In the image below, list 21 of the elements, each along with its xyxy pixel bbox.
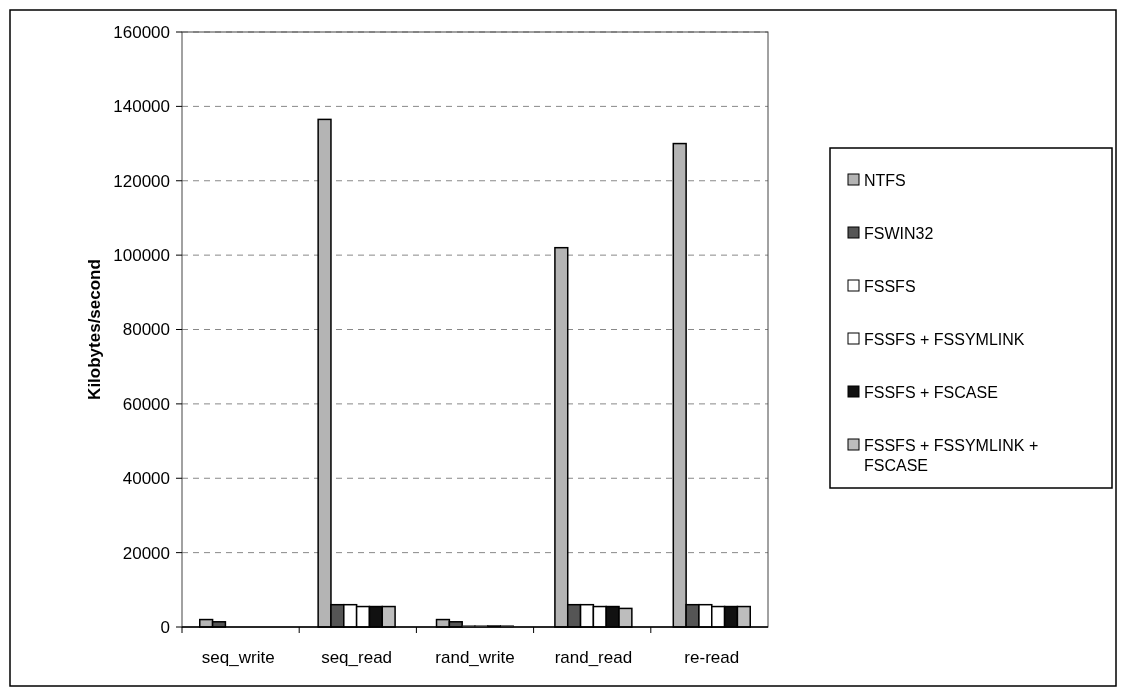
x-tick-label: rand_read <box>554 648 633 667</box>
y-tick-label: 20000 <box>122 543 170 563</box>
x-tick-label: seq_read <box>321 648 393 667</box>
x-tick-label: seq_write <box>201 648 275 667</box>
y-tick-label: 40000 <box>122 469 170 489</box>
legend-label: NTFS <box>864 171 906 189</box>
y-tick-label: 100000 <box>113 246 170 266</box>
y-tick-label: 80000 <box>122 320 170 340</box>
y-tick-label: 160000 <box>113 22 170 42</box>
legend-label: FSSFS + FSSYMLINK <box>864 330 1025 348</box>
y-tick-label: 140000 <box>113 97 170 117</box>
y-tick-label: 0 <box>160 617 170 637</box>
legend-label: FSSFS <box>864 277 916 295</box>
y-tick-label: 120000 <box>113 171 170 191</box>
y-axis-title: Kilobytes/second <box>85 259 104 400</box>
y-tick-label: 60000 <box>122 394 170 414</box>
x-tick-label: re-read <box>684 648 740 667</box>
x-tick-label: rand_write <box>435 648 515 667</box>
legend-label: FSWIN32 <box>864 224 934 242</box>
legend-label: FSSFS + FSCASE <box>864 383 998 401</box>
legend-label: FSSFS + FSSYMLINK + FSCASE <box>864 436 1039 475</box>
